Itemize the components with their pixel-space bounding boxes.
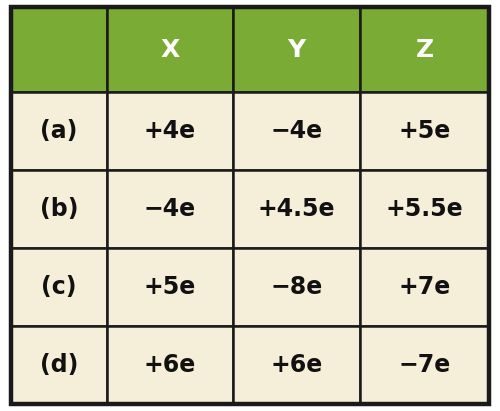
Bar [234, 170, 360, 248]
Text: −4e: −4e [270, 119, 322, 143]
Bar [234, 92, 360, 170]
Text: −8e: −8e [270, 275, 322, 299]
Bar [360, 170, 489, 248]
Text: +6e: +6e [270, 353, 322, 376]
Text: (b): (b) [40, 197, 78, 221]
Text: (d): (d) [40, 353, 78, 376]
Text: −4e: −4e [144, 197, 196, 221]
Bar [360, 248, 489, 326]
Bar [106, 92, 234, 170]
Text: X: X [160, 38, 180, 62]
Text: (c): (c) [41, 275, 76, 299]
Bar [11, 92, 106, 170]
Text: Y: Y [288, 38, 306, 62]
Text: +4e: +4e [144, 119, 196, 143]
Text: Z: Z [416, 38, 434, 62]
Bar [11, 7, 106, 92]
Bar [234, 248, 360, 326]
Text: +5e: +5e [398, 119, 450, 143]
Text: +7e: +7e [398, 275, 450, 299]
Bar [360, 7, 489, 92]
Bar [106, 326, 234, 404]
Bar [234, 7, 360, 92]
Text: (a): (a) [40, 119, 78, 143]
Bar [360, 326, 489, 404]
Bar [106, 170, 234, 248]
Bar [11, 170, 106, 248]
Bar [11, 326, 106, 404]
Text: −7e: −7e [398, 353, 450, 376]
Bar [11, 248, 106, 326]
Bar [106, 248, 234, 326]
Text: +5.5e: +5.5e [386, 197, 464, 221]
Text: +6e: +6e [144, 353, 196, 376]
Text: +5e: +5e [144, 275, 196, 299]
Text: +4.5e: +4.5e [258, 197, 336, 221]
Bar [106, 7, 234, 92]
Bar [360, 92, 489, 170]
Bar [234, 326, 360, 404]
